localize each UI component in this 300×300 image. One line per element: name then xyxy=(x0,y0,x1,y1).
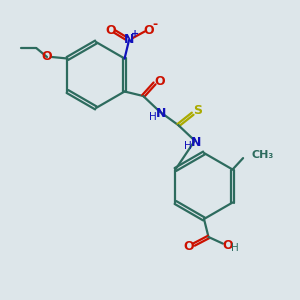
Text: H: H xyxy=(149,112,157,122)
Text: N: N xyxy=(124,33,134,46)
Text: N: N xyxy=(191,136,202,149)
Text: O: O xyxy=(42,50,52,63)
Text: O: O xyxy=(222,239,233,252)
Text: O: O xyxy=(183,240,194,254)
Text: O: O xyxy=(105,23,116,37)
Text: H: H xyxy=(231,243,239,254)
Text: CH₃: CH₃ xyxy=(251,150,274,160)
Text: H: H xyxy=(184,141,192,151)
Text: O: O xyxy=(144,23,154,37)
Text: N: N xyxy=(156,106,166,120)
Text: O: O xyxy=(154,74,165,88)
Text: S: S xyxy=(194,104,202,117)
Text: -: - xyxy=(153,18,158,32)
Text: +: + xyxy=(131,29,139,39)
